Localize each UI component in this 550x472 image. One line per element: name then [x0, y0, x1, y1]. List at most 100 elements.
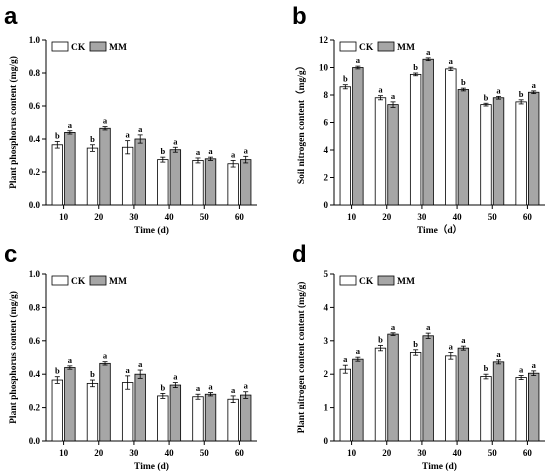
ck-bar: [480, 104, 492, 206]
y-tick-label: 0.0: [29, 436, 41, 446]
x-tick-label: 30: [417, 448, 427, 458]
x-tick-label: 60: [235, 212, 245, 222]
x-tick-label: 30: [129, 212, 139, 222]
ck-bar: [121, 146, 134, 206]
y-tick-label: 0.0: [29, 200, 41, 210]
y-tick-label: 1: [324, 403, 329, 413]
significance-label: a: [532, 360, 537, 370]
x-tick-label: 40: [165, 448, 175, 458]
x-tick-label: 30: [417, 212, 427, 222]
mm-bar: [240, 159, 252, 206]
x-tick-label: 20: [94, 212, 104, 222]
significance-label: a: [426, 47, 431, 57]
y-axis-title: Plant phosphorus content (mg/g): [8, 291, 19, 424]
legend-swatch-mm: [89, 41, 107, 52]
significance-label: a: [426, 322, 431, 332]
mm-bar: [492, 361, 505, 442]
y-tick-label: 1.0: [29, 269, 41, 279]
y-tick-label: 0: [324, 436, 329, 446]
legend-swatch-ck: [339, 41, 357, 52]
ck-bar: [374, 97, 387, 206]
significance-label: b: [519, 89, 524, 99]
ck-bar: [445, 355, 457, 442]
y-tick-label: 12: [319, 35, 329, 45]
ck-bar: [51, 144, 63, 206]
mm-bar: [528, 91, 540, 206]
x-tick-label: 40: [453, 448, 463, 458]
ck-bar: [374, 347, 387, 442]
panel-letter-d: d: [292, 241, 307, 268]
y-axis-title: Plant phosphorus content (mg/g): [8, 56, 19, 189]
significance-label: a: [126, 365, 131, 375]
x-axis-title: Time (d): [134, 225, 169, 236]
y-tick-label: 4: [324, 302, 329, 312]
legend-swatch-mm: [89, 275, 107, 286]
ck-bar: [480, 376, 492, 442]
significance-label: a: [231, 385, 236, 395]
mm-bar: [422, 335, 434, 442]
significance-label: a: [68, 120, 73, 130]
legend-label-mm: MM: [109, 43, 127, 53]
y-tick-label: 5: [324, 269, 329, 279]
y-tick-label: 2: [324, 369, 329, 379]
panel-letter-a: a: [4, 3, 18, 30]
mm-bar: [457, 347, 470, 442]
x-tick-label: 60: [523, 212, 533, 222]
significance-label: a: [68, 355, 73, 365]
ck-bar: [339, 86, 351, 206]
y-tick-label: 8: [324, 90, 329, 100]
ck-bar: [86, 382, 99, 442]
ck-bar: [51, 379, 63, 442]
x-tick-label: 10: [347, 448, 357, 458]
legend-swatch-ck: [339, 275, 357, 286]
significance-label: b: [55, 130, 60, 140]
mm-bar: [134, 373, 146, 442]
ck-bar: [409, 73, 422, 206]
ck-bar: [409, 352, 422, 442]
legend-label-ck: CK: [71, 277, 86, 287]
ck-bar: [445, 68, 457, 206]
significance-label: a: [138, 359, 143, 369]
legend-label-ck: CK: [359, 43, 374, 53]
x-tick-label: 20: [94, 448, 104, 458]
x-tick-label: 60: [523, 448, 533, 458]
significance-label: a: [231, 149, 236, 159]
mm-bar: [134, 138, 146, 206]
x-tick-label: 20: [382, 212, 392, 222]
y-axis-title: Plant nitrogen content content (mg/g): [296, 282, 307, 434]
significance-label: a: [208, 146, 213, 156]
y-tick-label: 4: [324, 145, 329, 155]
ck-bar: [192, 160, 204, 206]
x-tick-label: 50: [200, 448, 210, 458]
significance-label: a: [138, 124, 143, 134]
legend-label-mm: MM: [397, 43, 415, 53]
ck-bar: [86, 147, 99, 206]
significance-label: a: [378, 85, 383, 95]
ck-bar: [227, 163, 239, 206]
legend-swatch-mm: [377, 275, 395, 286]
y-tick-label: 0: [324, 200, 329, 210]
y-tick-label: 0.4: [29, 134, 41, 144]
x-tick-label: 10: [347, 212, 357, 222]
x-tick-label: 20: [382, 448, 392, 458]
x-tick-label: 10: [59, 448, 69, 458]
mm-bar: [64, 131, 76, 206]
significance-label: b: [90, 369, 95, 379]
mm-bar: [528, 372, 540, 442]
mm-bar: [492, 97, 505, 206]
significance-label: b: [484, 363, 489, 373]
significance-label: b: [160, 382, 165, 392]
significance-label: a: [356, 346, 361, 356]
y-tick-label: 0.6: [29, 336, 41, 346]
mm-bar: [169, 384, 182, 442]
legend-label-ck: CK: [71, 43, 86, 53]
legend-swatch-mm: [377, 41, 395, 52]
chart-panel-b: 02468101210ba20aa30ba40ab50ba60baTime（d）…: [295, 35, 545, 236]
significance-label: a: [496, 85, 501, 95]
y-tick-label: 1.0: [29, 35, 41, 45]
mm-bar: [64, 367, 76, 442]
significance-label: a: [196, 147, 201, 157]
significance-label: a: [126, 130, 131, 140]
